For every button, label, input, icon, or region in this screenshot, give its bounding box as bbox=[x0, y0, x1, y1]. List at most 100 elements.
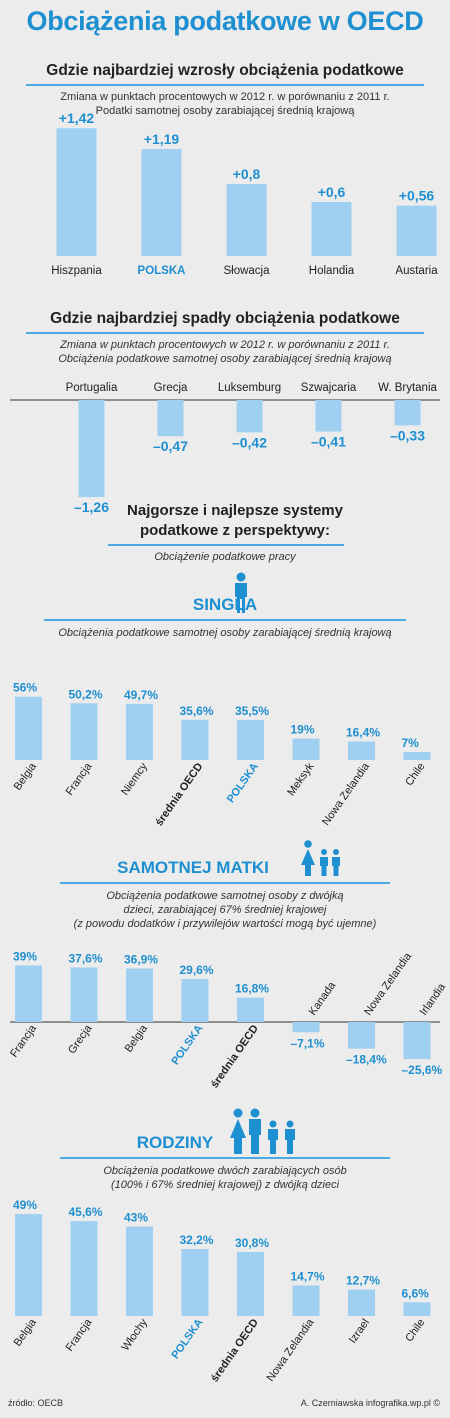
matki-heading: SAMOTNEJ MATKI bbox=[117, 858, 269, 877]
divider bbox=[26, 332, 424, 334]
chart-bar bbox=[181, 719, 209, 760]
chart-bar bbox=[237, 997, 264, 1022]
rodziny-subtitle-2: (100% i 67% średniej krajowej) z dwójką … bbox=[110, 1179, 340, 1191]
chart-value-label: –0,47 bbox=[153, 438, 188, 454]
chart-bar bbox=[141, 148, 182, 256]
matki-subtitle-3: (z powodu dodatków i przywilejów wartośc… bbox=[73, 918, 377, 930]
chart-bar bbox=[56, 128, 97, 256]
rodziny-heading: RODZINY bbox=[136, 1133, 214, 1152]
chart-bar bbox=[292, 1022, 320, 1033]
chart-category-label: średnia OECD bbox=[153, 761, 205, 829]
chart-category-label: Nowa Zelandia bbox=[320, 760, 372, 828]
chart-category-label: Belgia bbox=[12, 1316, 40, 1349]
chart-value-label: 14,7% bbox=[291, 1269, 325, 1283]
chart-category-label: Francja bbox=[8, 1022, 39, 1060]
chart-value-label: 32,2% bbox=[180, 1233, 214, 1247]
section-title-increase: Gdzie najbardziej wzrosły obciążenia pod… bbox=[46, 62, 404, 79]
chart-category-label: Hiszpania bbox=[51, 265, 102, 277]
chart-bar bbox=[126, 703, 153, 760]
chart-category-label: Włochy bbox=[119, 1316, 150, 1353]
chart-category-label: Holandia bbox=[309, 265, 355, 277]
chart-category-label: Szwajcaria bbox=[301, 382, 357, 394]
divider bbox=[108, 544, 344, 546]
perspective-subtitle: Obciążenie podatkowe pracy bbox=[154, 551, 296, 563]
chart-bar bbox=[15, 696, 42, 760]
chart-category-label: Francja bbox=[64, 760, 95, 798]
chart-category-label: Belgia bbox=[12, 760, 40, 793]
chart-value-label: 43% bbox=[124, 1211, 148, 1225]
credits: A. Czerniawska infografika.wp.pl © bbox=[300, 1398, 440, 1408]
chart-value-label: 16,4% bbox=[346, 725, 380, 739]
chart-category-label: POLSKA bbox=[225, 761, 261, 805]
chart-bar bbox=[126, 968, 153, 1022]
chart-bar bbox=[236, 400, 263, 433]
chart-bar bbox=[126, 1226, 153, 1316]
chart-category-label: Francja bbox=[64, 1316, 95, 1354]
chart-category-label: Belgia bbox=[123, 1022, 151, 1055]
chart-bar bbox=[70, 703, 98, 760]
chart-category-label: Grecja bbox=[154, 382, 188, 394]
chart-category-label: Kanada bbox=[307, 979, 339, 1018]
chart-bar bbox=[70, 967, 98, 1022]
rodziny-subtitle-1: Obciążenia podatkowe dwóch zarabiających… bbox=[103, 1165, 347, 1177]
chart-category-label: Nowa Zelandia bbox=[362, 950, 414, 1018]
chart-bar bbox=[15, 1214, 42, 1316]
chart-category-label: Chile bbox=[403, 761, 427, 788]
chart-category-label: Luksemburg bbox=[218, 382, 281, 394]
chart-bar bbox=[70, 1221, 98, 1316]
chart-bar bbox=[181, 1249, 209, 1316]
subtitle-decrease-2: Obciążenia podatkowe samotnej osoby zara… bbox=[58, 353, 392, 365]
chart-value-label: 7% bbox=[402, 736, 420, 750]
chart-value-label: +1,42 bbox=[59, 110, 95, 126]
page-title: Obciążenia podatkowe w OECD bbox=[26, 6, 424, 36]
chart-bar bbox=[394, 400, 421, 426]
divider bbox=[26, 84, 424, 86]
chart-category-label: Grecja bbox=[66, 1022, 95, 1056]
chart-value-label: –0,41 bbox=[311, 434, 346, 450]
chart-value-label: 39% bbox=[13, 949, 37, 963]
chart-value-label: +1,19 bbox=[144, 131, 180, 147]
matki-subtitle-2: dzieci, zarabiającej 67% średniej krajow… bbox=[123, 904, 327, 916]
chart-value-label: 12,7% bbox=[346, 1274, 380, 1288]
chart-bar bbox=[403, 1302, 431, 1316]
chart-value-label: +0,56 bbox=[399, 188, 435, 204]
chart-category-label: Portugalia bbox=[66, 382, 118, 394]
chart-bar bbox=[292, 738, 320, 760]
chart-bar bbox=[157, 400, 184, 437]
divider bbox=[60, 882, 390, 884]
chart-category-label: Irlandia bbox=[418, 981, 449, 1018]
source-note: źródło: OECB bbox=[8, 1398, 64, 1408]
chart-bar bbox=[237, 1251, 264, 1316]
chart-bar bbox=[237, 719, 264, 760]
chart-category-label: Niemcy bbox=[119, 760, 150, 797]
chart-value-label: 6,6% bbox=[402, 1286, 430, 1300]
chart-category-label: POLSKA bbox=[169, 1023, 205, 1067]
chart-value-label: 19% bbox=[291, 723, 315, 737]
chart-bar bbox=[181, 979, 209, 1022]
chart-bar bbox=[396, 205, 437, 256]
chart-value-label: 30,8% bbox=[235, 1236, 269, 1250]
divider bbox=[60, 1157, 390, 1159]
singla-heading: SINGLA bbox=[192, 595, 258, 614]
chart-bar bbox=[348, 1289, 375, 1316]
chart-bar bbox=[348, 741, 375, 760]
chart-bar bbox=[15, 965, 42, 1022]
subtitle-increase-1: Zmiana w punktach procentowych w 2012 r.… bbox=[60, 91, 390, 103]
section-title-decrease: Gdzie najbardziej spadły obciążenia poda… bbox=[50, 310, 400, 327]
chart-value-label: –0,42 bbox=[232, 434, 267, 450]
chart-value-label: –1,26 bbox=[74, 499, 109, 515]
chart-value-label: 29,6% bbox=[180, 963, 214, 977]
chart-category-label: Meksyk bbox=[285, 760, 316, 798]
chart-category-label: POLSKA bbox=[169, 1317, 205, 1361]
mother-children-icon bbox=[301, 840, 340, 876]
matki-subtitle-1: Obciążenia podatkowe samotnej osoby z dw… bbox=[106, 890, 344, 902]
chart-value-label: 49,7% bbox=[124, 688, 158, 702]
chart-value-label: –25,6% bbox=[402, 1063, 443, 1077]
family-icon bbox=[230, 1108, 295, 1154]
chart-value-label: 50,2% bbox=[69, 687, 103, 701]
chart-value-label: 36,9% bbox=[124, 952, 158, 966]
chart-bar bbox=[403, 752, 431, 760]
subtitle-decrease-1: Zmiana w punktach procentowych w 2012 r.… bbox=[60, 339, 390, 351]
